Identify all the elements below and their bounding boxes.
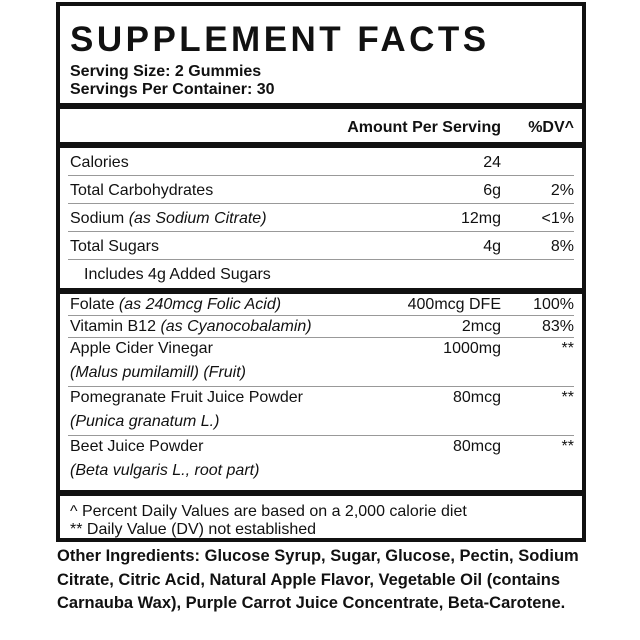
row-divider [68, 337, 574, 338]
nutrient-source: (Malus pumilamill) (Fruit) [70, 364, 247, 381]
facts-panel: SUPPLEMENT FACTS Serving Size: 2 Gummies… [56, 2, 586, 542]
amount: 2mcg [461, 318, 501, 335]
nutrient-name: Pomegranate Fruit Juice Powder [70, 388, 303, 408]
divider-bar [60, 288, 582, 294]
nutrient-name: Vitamin B12 (as Cyanocobalamin) [70, 317, 312, 337]
amount-header: Amount Per Serving [347, 119, 501, 136]
divider-bar [60, 490, 582, 496]
daily-value: 8% [550, 238, 574, 255]
daily-value: ** [561, 389, 574, 406]
nutrient-note: (as Cyanocobalamin) [160, 318, 312, 335]
footnote: ^ Percent Daily Values are based on a 2,… [70, 503, 467, 520]
nutrient-label: Calories [70, 154, 129, 171]
row-divider [68, 203, 574, 204]
daily-value: <1% [541, 210, 574, 227]
row-divider [68, 259, 574, 260]
amount: 400mcg DFE [407, 296, 501, 313]
nutrient-label: Total Carbohydrates [70, 182, 214, 199]
nutrient-label: Pomegranate Fruit Juice Powder [70, 389, 303, 406]
amount: 24 [483, 154, 501, 171]
amount: 12mg [460, 210, 501, 227]
row-divider [68, 315, 574, 316]
amount: 1000mg [443, 340, 501, 357]
divider-bar [60, 142, 582, 148]
serving-size: Serving Size: 2 Gummies [70, 63, 262, 80]
nutrient-name: Includes 4g Added Sugars [84, 265, 271, 285]
nutrient-name: Folate (as 240mcg Folic Acid) [70, 295, 281, 315]
row-divider [68, 435, 574, 436]
other-ingredients-text: Glucose Syrup, Sugar, Glucose, Pectin, S… [57, 547, 579, 612]
amount: 80mcg [452, 389, 501, 406]
nutrient-label: Beet Juice Powder [70, 438, 204, 455]
dv-header: %DV^ [528, 119, 574, 136]
daily-value: 2% [550, 182, 574, 199]
nutrient-label: Total Sugars [70, 238, 159, 255]
nutrient-label: Includes 4g Added Sugars [84, 266, 271, 283]
other-ingredients-label: Other Ingredients: [57, 547, 201, 565]
daily-value: 100% [533, 296, 574, 313]
servings-per-container: Servings Per Container: 30 [70, 81, 275, 98]
row-divider [68, 386, 574, 387]
nutrient-label: Vitamin B12 [70, 318, 156, 335]
amount: 4g [483, 238, 501, 255]
amount: 80mcg [452, 438, 501, 455]
nutrient-name: Apple Cider Vinegar [70, 339, 213, 359]
divider-bar [60, 103, 582, 109]
nutrient-name: Total Carbohydrates [70, 181, 213, 201]
nutrient-source: (Beta vulgaris L., root part) [70, 462, 260, 479]
row-divider [68, 175, 574, 176]
title: SUPPLEMENT FACTS [70, 20, 490, 59]
footnote: ** Daily Value (DV) not established [70, 521, 317, 538]
nutrient-label: Folate [70, 296, 115, 313]
other-ingredients: Other Ingredients: Glucose Syrup, Sugar,… [57, 545, 597, 616]
daily-value: 83% [541, 318, 574, 335]
nutrient-note: (as 240mcg Folic Acid) [118, 296, 282, 313]
daily-value: ** [561, 340, 574, 357]
nutrient-name: Total Sugars [70, 237, 159, 257]
nutrient-source: (Punica granatum L.) [70, 413, 220, 430]
nutrient-name: Beet Juice Powder [70, 437, 203, 457]
nutrient-name: Sodium (as Sodium Citrate) [70, 209, 267, 229]
nutrient-label: Apple Cider Vinegar [70, 340, 213, 357]
nutrient-name: Calories [70, 153, 129, 173]
amount: 6g [483, 182, 501, 199]
nutrient-label: Sodium [70, 210, 125, 227]
daily-value: ** [561, 438, 574, 455]
row-divider [68, 231, 574, 232]
nutrient-note: (as Sodium Citrate) [128, 210, 267, 227]
